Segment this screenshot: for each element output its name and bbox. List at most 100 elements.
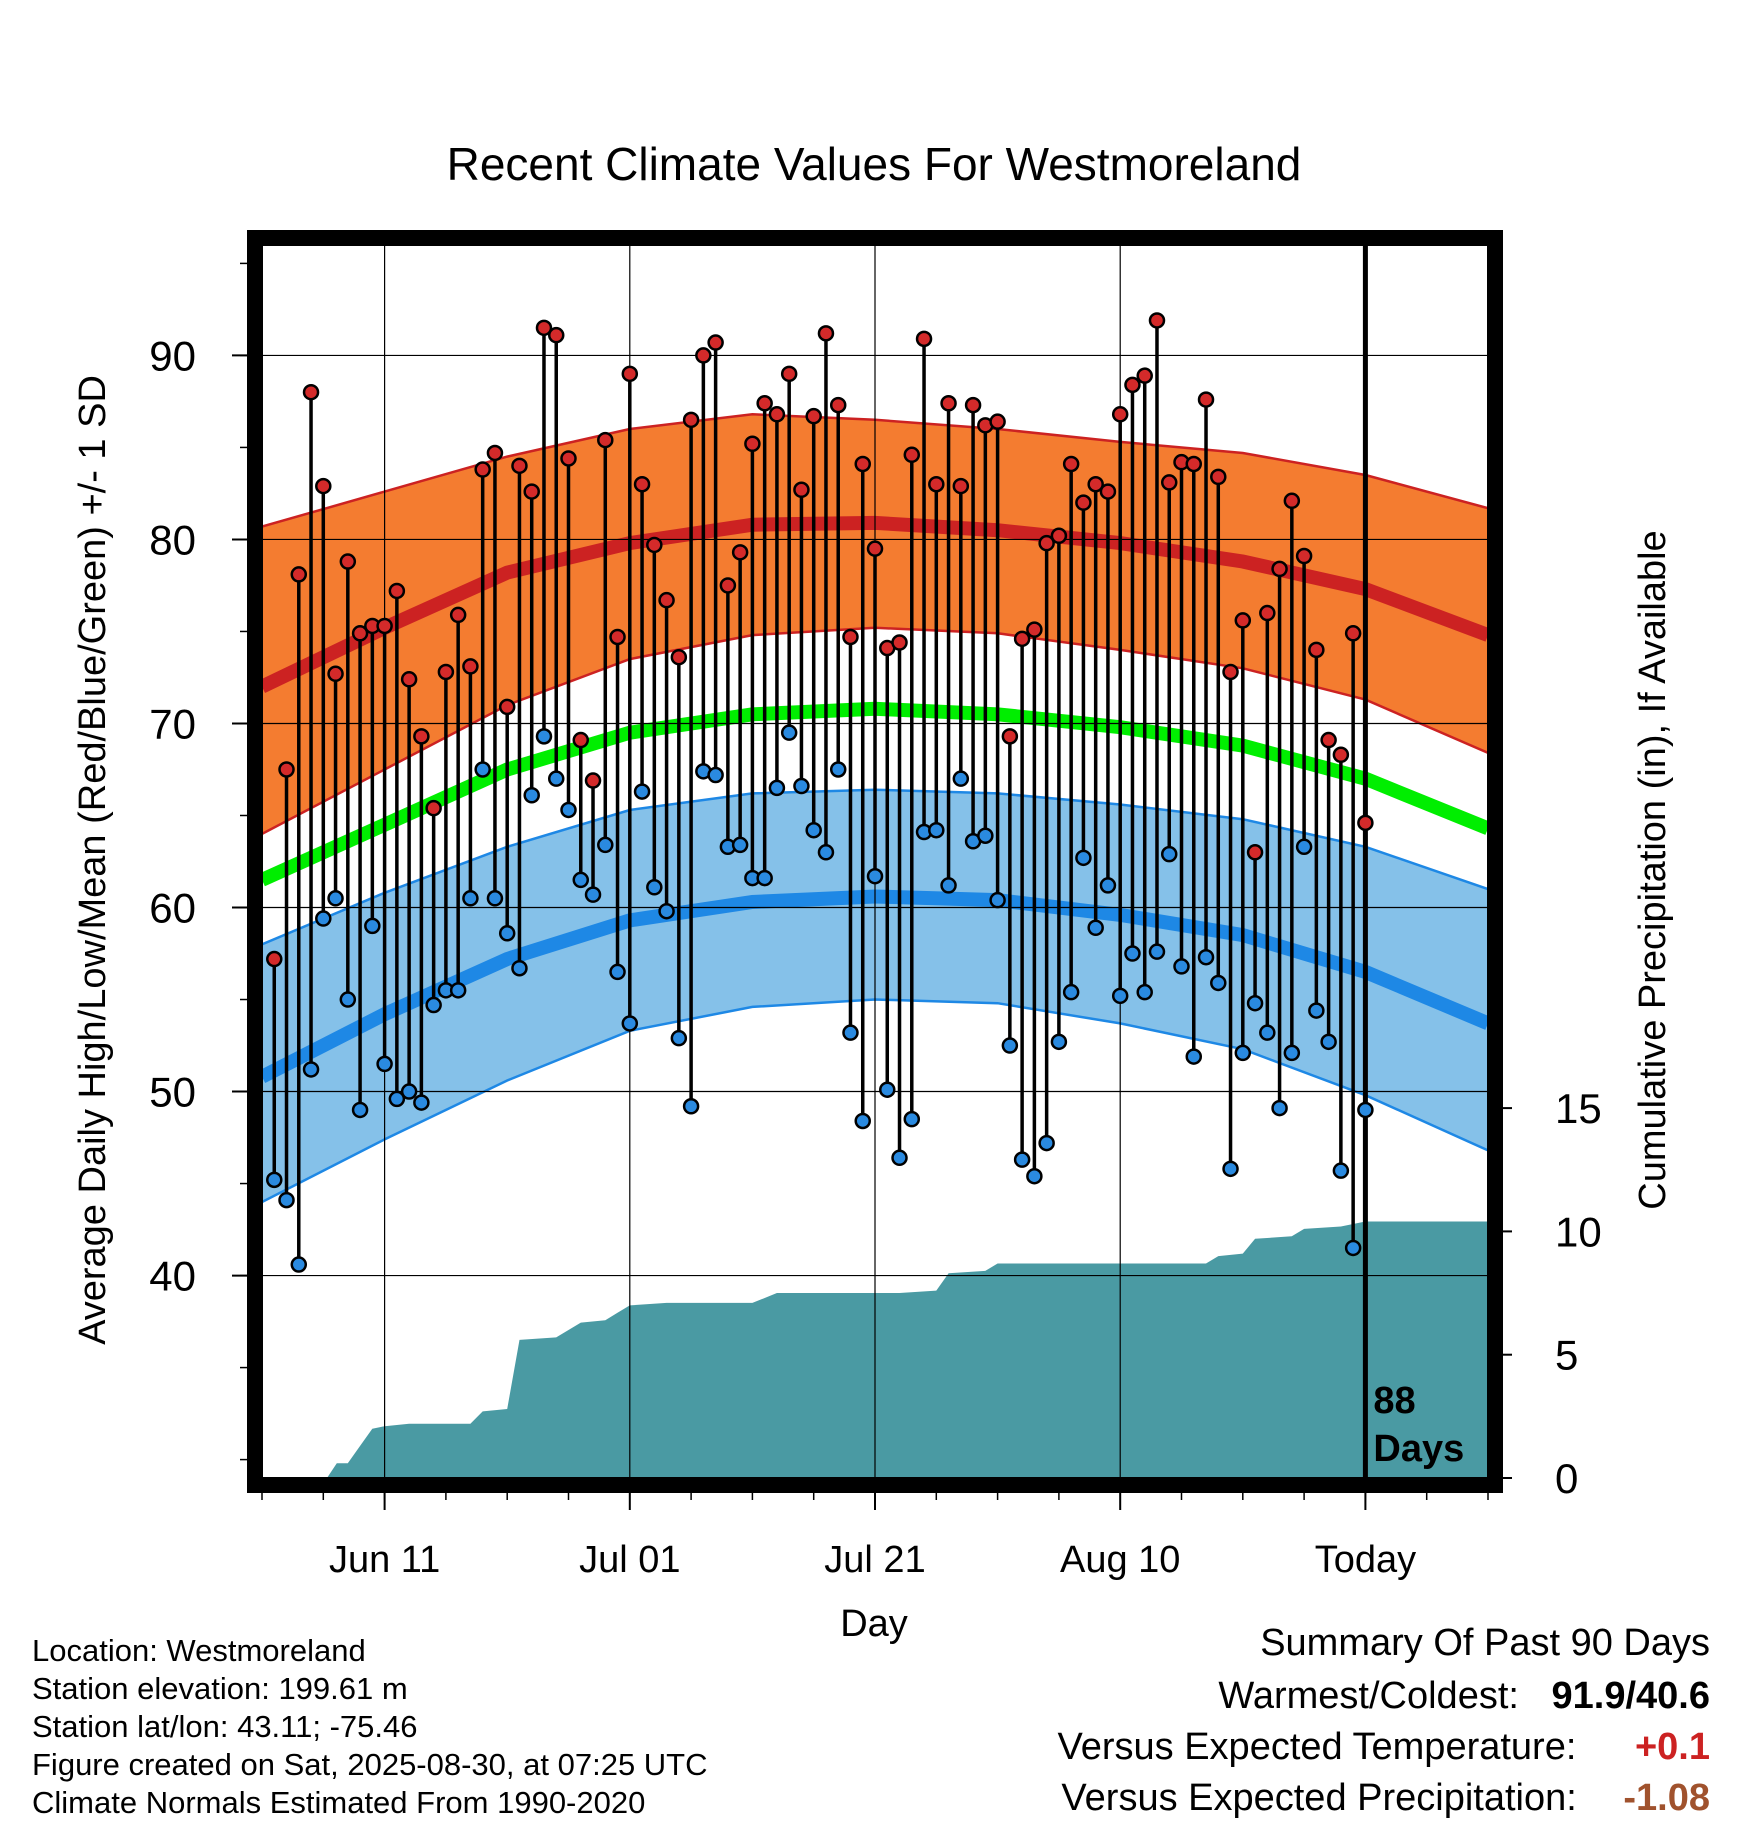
daily-low-point [633,783,651,800]
summary-precip: Versus Expected Precipitation: -1.08 [1061,1777,1710,1820]
y2-tick-label: 5 [1555,1332,1578,1379]
x-tick-label: Today [1315,1539,1416,1581]
daily-high-point [805,407,822,425]
warm-cold-label: Warmest/Coldest: [1218,1675,1519,1717]
daily-high-point [707,334,724,351]
daily-low-point [535,728,553,745]
daily-low-point [572,871,590,889]
daily-low-point [302,1061,320,1078]
daily-low-point [1001,1037,1019,1054]
daily-high-point [1185,455,1203,473]
daily-high-point [928,475,945,493]
daily-high-point [327,665,344,683]
daily-high-point [486,444,504,462]
chart-title: Recent Climate Values For Westmoreland [447,138,1302,190]
daily-low-point [756,869,773,887]
y-tick-label: 80 [149,516,196,563]
daily-high-point [1050,527,1068,545]
daily-high-point [646,536,663,554]
daily-low-point [1026,1167,1043,1185]
daily-high-point [1357,814,1374,832]
daily-high-point [1271,560,1288,578]
daily-high-point [278,761,295,778]
daily-low-point [315,910,332,927]
daily-high-point [498,698,516,716]
daily-low-point [1210,974,1227,992]
daily-high-point [989,413,1006,430]
daily-high-point [609,628,626,646]
daily-high-point [388,582,406,600]
daily-low-point [1062,983,1080,1001]
daily-high-point [621,365,639,383]
daily-low-point [793,777,810,795]
y-tick-label: 50 [149,1069,196,1116]
y-tick-label: 70 [149,700,196,747]
y-tick-label: 90 [149,332,196,379]
daily-low-point [1038,1134,1055,1152]
daily-low-point [486,890,504,907]
daily-low-point [523,786,540,804]
daily-low-point [1111,987,1129,1005]
daily-low-point [928,821,945,839]
y2-tick-label: 10 [1555,1208,1602,1255]
y-tick-label: 60 [149,885,196,932]
x-tick-label: Jun 11 [329,1539,440,1581]
daily-low-point [1075,849,1092,867]
daily-low-point [1013,1151,1031,1168]
daily-low-point [1148,943,1166,960]
daily-high-point [511,457,528,475]
daily-high-point [523,483,540,500]
daily-high-point [413,728,430,745]
daily-low-point [1234,1044,1252,1062]
daily-low-point [952,770,970,787]
daily-low-point [977,827,994,844]
daily-low-point [278,1191,295,1209]
location-text: Location: Westmoreland [32,1633,366,1668]
daily-low-point [474,761,491,778]
warm-cold-value: 91.9/40.6 [1551,1675,1710,1717]
daily-low-point [768,779,786,797]
daily-low-point [621,1015,639,1032]
precip-value: -1.08 [1623,1777,1710,1819]
daily-high-point [866,540,884,557]
daily-low-point [1344,1239,1362,1257]
normals-text: Climate Normals Estimated From 1990-2020 [32,1785,646,1820]
daily-high-point [915,330,933,348]
daily-high-point [1246,844,1264,861]
daily-low-point [682,1098,700,1115]
daily-low-point [879,1081,896,1098]
summary-temp: Versus Expected Temperature: +0.1 [1057,1726,1710,1769]
daily-low-point [560,801,577,819]
x-tick-label: Aug 10 [1060,1539,1180,1581]
daily-high-point [400,671,418,688]
daily-high-point [1038,534,1055,552]
daily-low-point [1124,945,1141,962]
daily-high-point [302,383,320,401]
station-info: Location: Westmoreland Station elevation… [32,1632,708,1822]
daily-low-point [707,766,724,784]
today-annotation-unit: Days [1373,1428,1464,1470]
daily-low-point [989,891,1006,909]
daily-low-point [1050,1033,1068,1051]
daily-high-point [1283,492,1301,510]
daily-low-point [584,886,602,903]
daily-high-point [449,606,467,624]
daily-low-point [842,1024,859,1041]
daily-low-point [658,902,675,920]
daily-low-point [1308,1002,1325,1019]
daily-high-point [1026,621,1043,638]
daily-high-point [1210,468,1227,486]
daily-low-point [1087,919,1104,937]
daily-low-point [1295,838,1313,856]
daily-low-point [339,991,357,1008]
daily-high-point [584,772,602,789]
daily-high-point [1259,604,1276,622]
summary-warm-cold: Warmest/Coldest: 91.9/40.6 [1218,1675,1710,1718]
daily-high-point [425,799,442,817]
daily-high-point [695,347,712,364]
y-tick-label: 40 [149,1253,196,1300]
daily-high-point [572,731,590,749]
daily-low-point [854,1112,871,1130]
daily-low-point [1357,1101,1374,1119]
today-annotation-count: 88 [1373,1380,1415,1422]
